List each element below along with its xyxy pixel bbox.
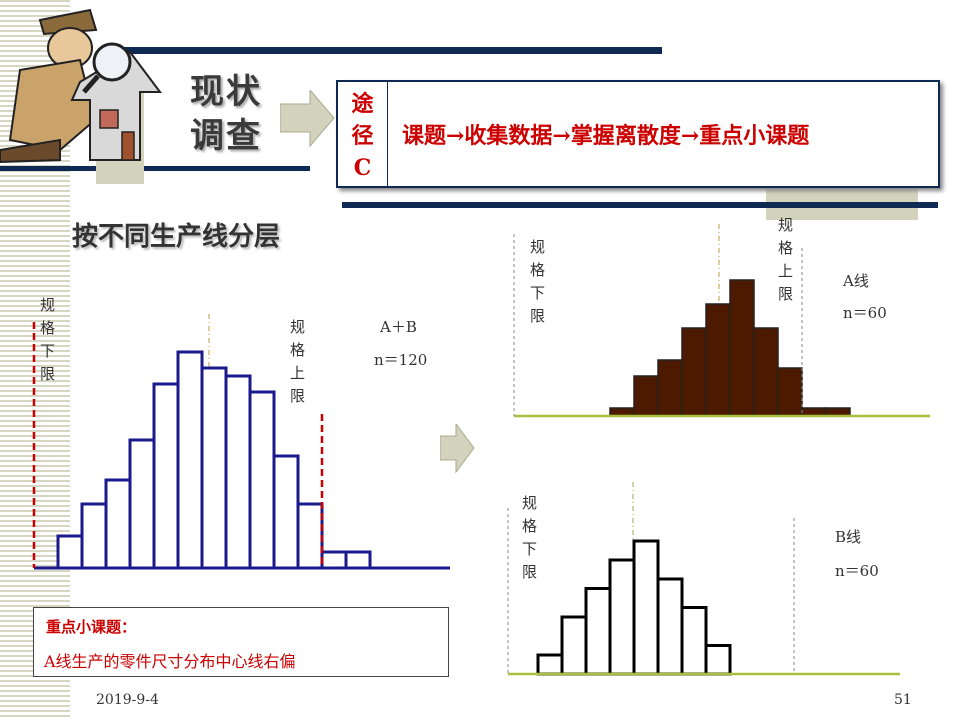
lower-spec-limit-label: 格 (530, 261, 545, 279)
sample-size-label: n＝60 (843, 304, 887, 322)
lower-spec-limit-label: 下 (522, 540, 537, 558)
detective-house-clipart (0, 8, 162, 164)
upper-spec-limit-label: 上 (778, 262, 793, 280)
histogram-bar (777, 367, 803, 417)
histogram-bar (176, 350, 204, 570)
series-label: A＋B (379, 318, 417, 336)
upper-spec-limit-label: 上 (290, 364, 305, 382)
route-label-char: C (353, 155, 372, 181)
histogram-bar (681, 327, 707, 417)
page-title: 现状 调查 (190, 70, 262, 158)
histogram-bar (729, 279, 755, 417)
histogram-bar (248, 390, 276, 570)
histogram-bar (344, 550, 372, 570)
histogram-bar (56, 534, 84, 570)
route-text: 课题→收集数据→掌握离散度→重点小课题 (402, 123, 810, 149)
title-line-1: 现状 (190, 72, 262, 112)
series-label: A线 (842, 272, 869, 290)
top-divider-bar (100, 47, 662, 54)
route-label-char: 途 (351, 91, 374, 117)
histogram-bar (633, 375, 659, 417)
lower-spec-limit-label: 规 (530, 238, 545, 256)
upper-spec-limit-label: 限 (290, 387, 305, 405)
histogram-bar (632, 539, 660, 676)
header-divider-bar (0, 166, 310, 171)
lower-spec-limit-label: 下 (40, 342, 55, 360)
title-line-2: 调查 (190, 116, 262, 156)
histogram-bar (200, 366, 228, 570)
histogram-bar (656, 577, 684, 676)
key-issue-title: 重点小课题： (46, 618, 137, 636)
lower-spec-limit-label: 限 (530, 307, 545, 325)
footer-date: 2019-9-4 (96, 692, 159, 708)
histogram-bar (584, 587, 612, 676)
histogram-bar (704, 644, 732, 676)
upper-spec-limit-label: 限 (778, 285, 793, 303)
lower-spec-limit-label: 限 (40, 365, 55, 383)
histogram-bar (753, 327, 779, 417)
histogram-bar (104, 478, 132, 570)
route-divider-bar (342, 202, 938, 208)
lower-spec-limit-label: 下 (530, 284, 545, 302)
upper-spec-limit-label: 规 (778, 216, 793, 234)
histogram-bar (128, 438, 156, 570)
histogram-bar (608, 558, 636, 676)
lower-spec-limit-label: 限 (522, 563, 537, 581)
route-label-char: 径 (351, 123, 374, 149)
sample-size-label: n＝120 (374, 351, 427, 369)
histogram-bar (224, 374, 252, 570)
upper-spec-limit-label: 格 (778, 239, 793, 257)
middle-arrow-icon (440, 424, 475, 474)
lower-spec-limit-label: 规 (40, 296, 55, 314)
lower-spec-limit-label: 格 (40, 319, 55, 337)
section-subtitle: 按不同生产线分层 (72, 222, 281, 252)
histogram-bar (296, 502, 324, 570)
lower-spec-limit-label: 格 (522, 517, 537, 535)
histogram-bar (272, 454, 300, 570)
sample-size-label: n＝60 (835, 562, 879, 580)
histogram-bar (152, 382, 180, 570)
key-issue-text: A线生产的零件尺寸分布中心线右偏 (44, 652, 296, 671)
series-label: B线 (835, 528, 861, 546)
histogram-bar (705, 303, 731, 417)
histogram-bar (536, 653, 564, 676)
header-arrow-icon (280, 90, 335, 148)
histogram-bar (320, 550, 348, 570)
route-box: 途 径 C 课题→收集数据→掌握离散度→重点小课题 (336, 80, 940, 188)
histogram-bar (657, 359, 683, 417)
histogram-bar (560, 615, 588, 676)
footer-page-number: 51 (894, 692, 912, 708)
lower-spec-limit-label: 规 (522, 494, 537, 512)
upper-spec-limit-label: 格 (290, 341, 305, 359)
route-label: 途 径 C (338, 82, 388, 186)
histogram-bar (80, 502, 108, 570)
histogram-bar (680, 606, 708, 676)
upper-spec-limit-label: 规 (290, 318, 305, 336)
key-issue-box: 重点小课题： A线生产的零件尺寸分布中心线右偏 (33, 607, 449, 677)
